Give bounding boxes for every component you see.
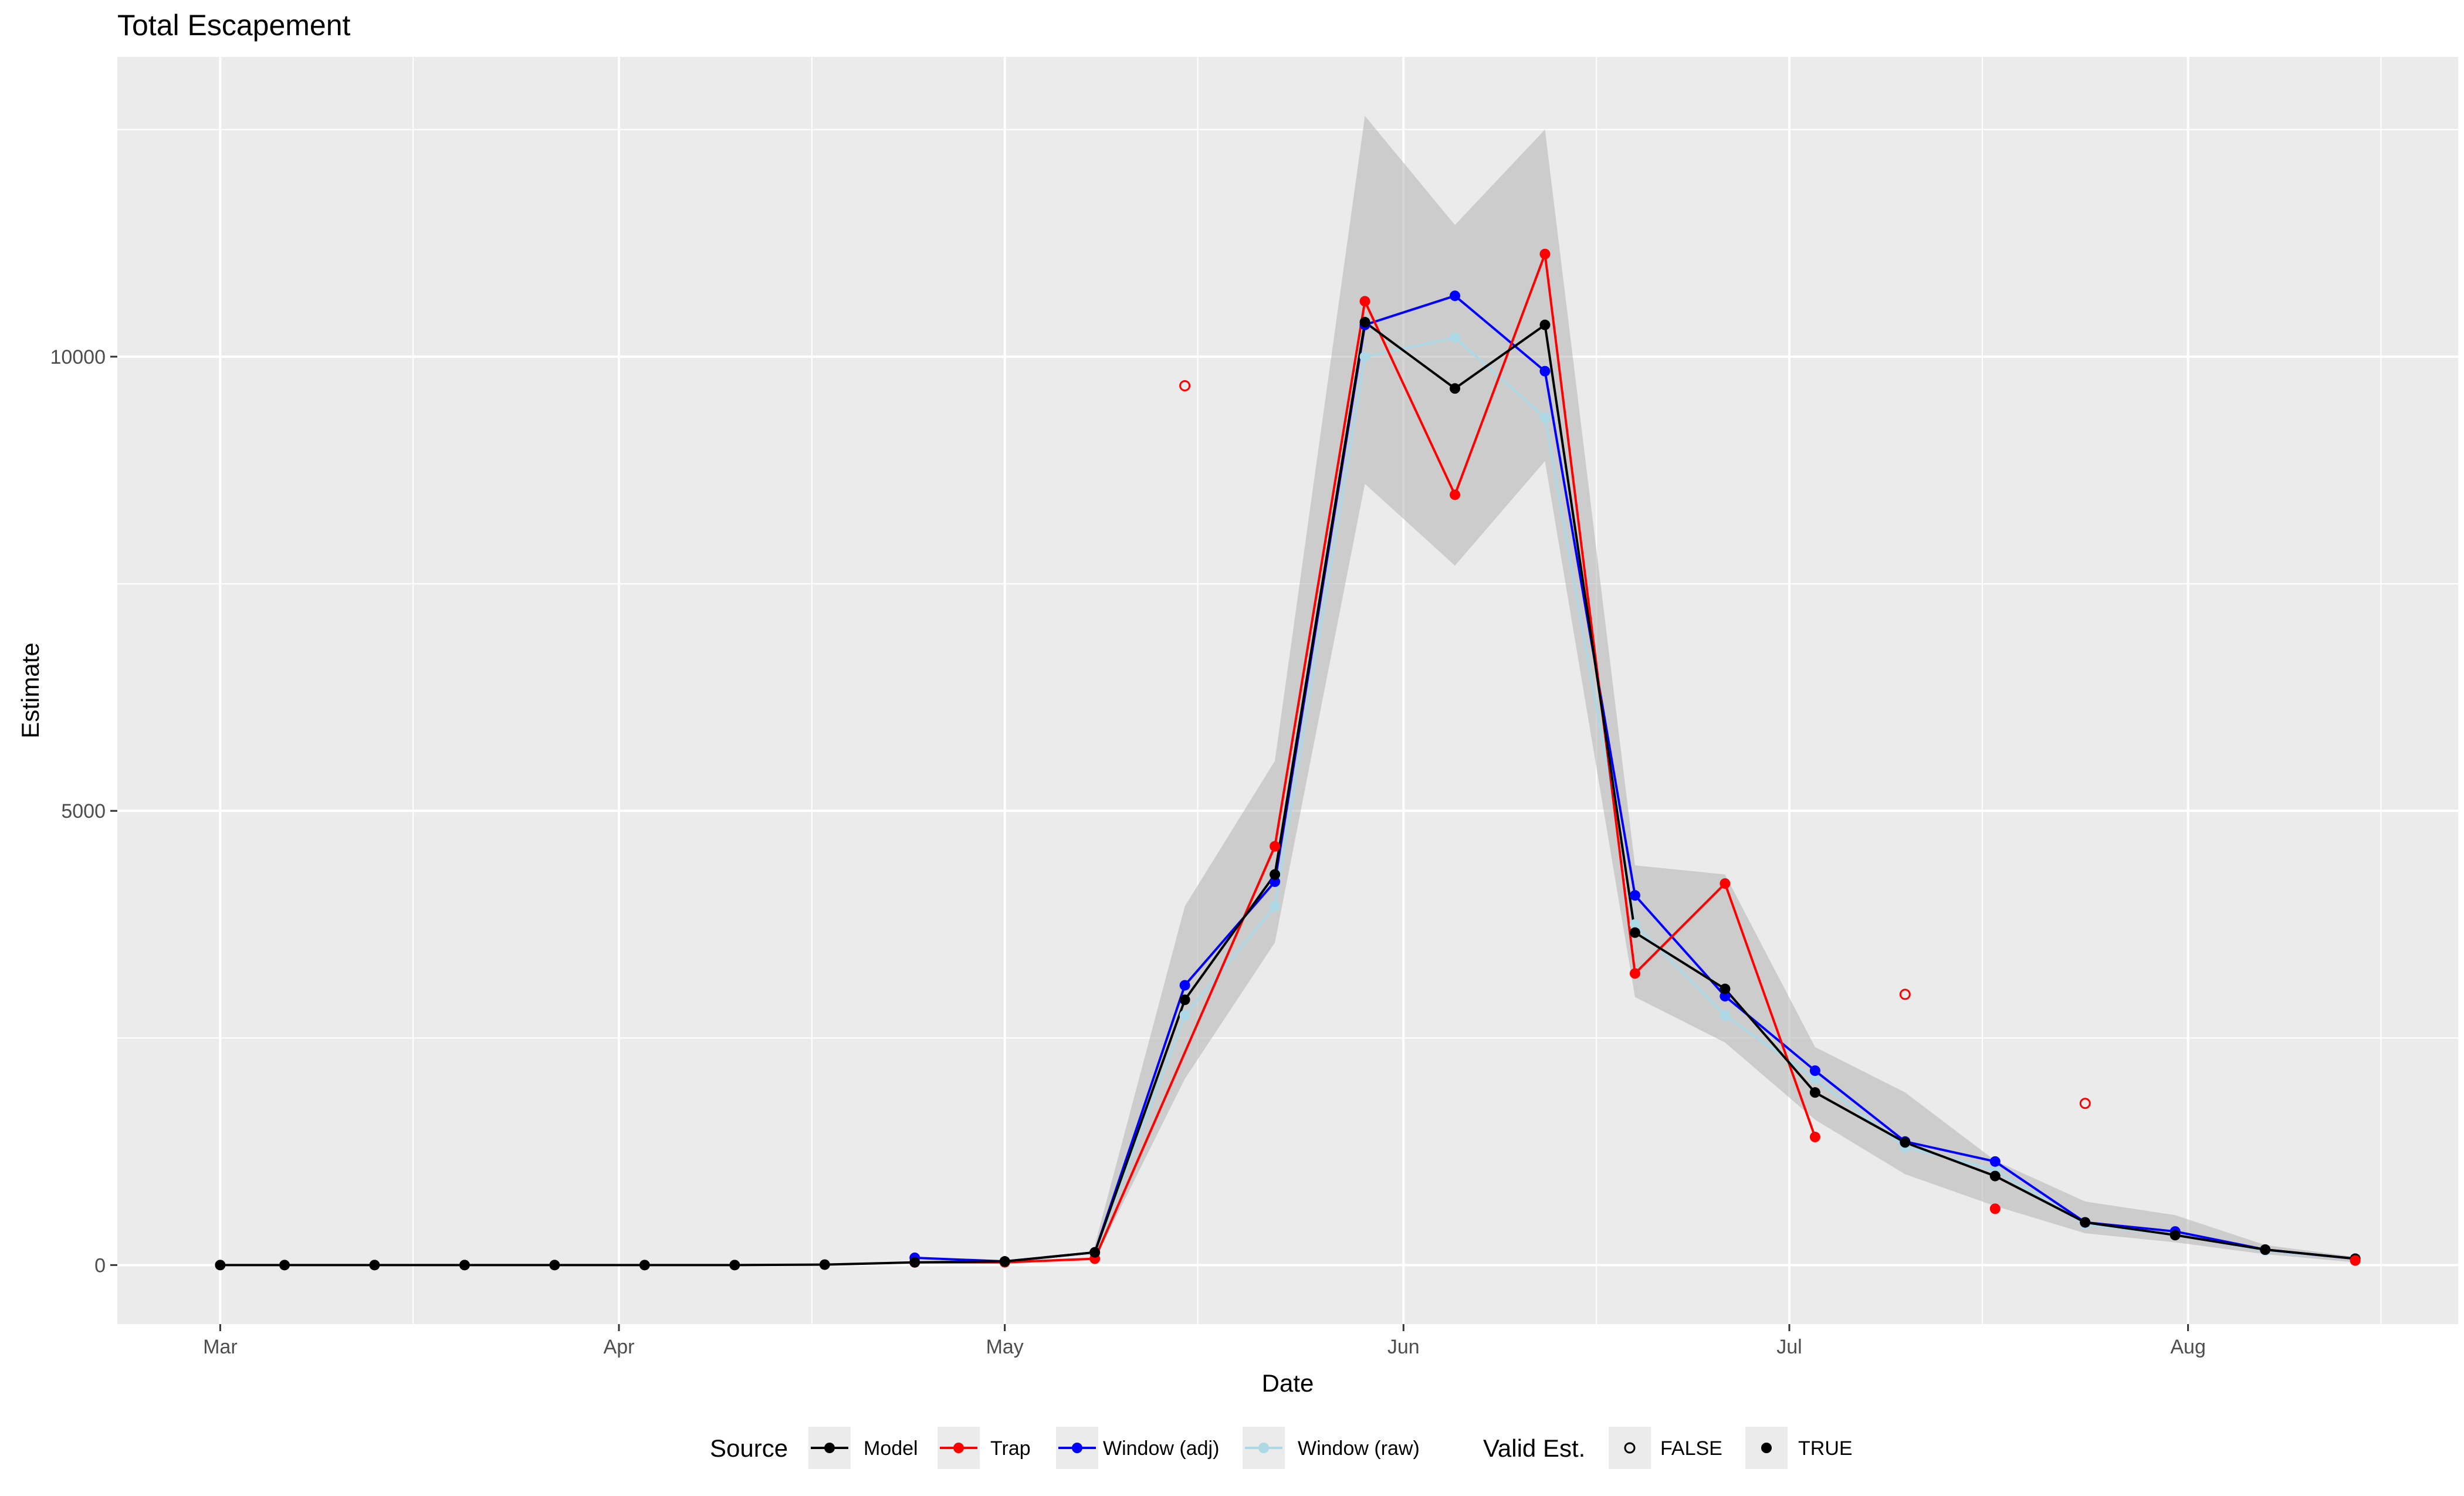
x-tick-label: Apr	[604, 1336, 635, 1358]
model-point	[639, 1260, 650, 1271]
confidence-ribbon-layer	[1095, 116, 2355, 1263]
legend-title: Valid Est.	[1483, 1434, 1585, 1462]
window-adj-point	[1809, 1065, 1820, 1076]
window-adj-point	[1179, 980, 1190, 991]
legend-label: TRUE	[1798, 1437, 1853, 1460]
model-point	[1809, 1087, 1820, 1098]
window-raw-point	[1179, 1010, 1190, 1021]
trap-point	[1629, 968, 1640, 979]
series-points-layer	[215, 249, 2361, 1271]
model-point	[1989, 1170, 2001, 1182]
model-point	[279, 1260, 290, 1271]
model-point	[549, 1260, 560, 1271]
x-axis-label: Date	[1262, 1369, 1314, 1397]
window-raw-point	[1539, 412, 1551, 423]
window-raw-point	[1720, 1010, 1731, 1021]
window-raw-legend-point	[1258, 1443, 1269, 1453]
window-raw-point	[1270, 901, 1281, 912]
window-adj-point	[1539, 365, 1551, 377]
invalid-legend-point	[1624, 1442, 1636, 1454]
trap-point	[2350, 1255, 2361, 1266]
trap-point	[1359, 296, 1370, 307]
model-point	[2260, 1244, 2271, 1255]
invalid-legend-key	[1609, 1427, 1651, 1469]
model-point	[215, 1260, 226, 1271]
model-point	[369, 1260, 380, 1271]
model-point	[909, 1257, 920, 1268]
model-point	[459, 1260, 470, 1271]
model-point	[1179, 994, 1190, 1006]
legend-label: Trap	[990, 1437, 1031, 1460]
x-axis: Mar Apr May Jun Jul Aug	[203, 1324, 2206, 1358]
legend-label: Model	[864, 1437, 918, 1460]
y-axis: 0 5000 10000	[50, 346, 117, 1277]
trap-invalid-point	[1179, 380, 1191, 392]
x-tick-label: Mar	[203, 1336, 238, 1358]
legend-label: FALSE	[1660, 1437, 1722, 1460]
model-point	[1539, 319, 1551, 330]
trap-point	[1989, 1203, 2001, 1214]
window-adj-point	[1450, 290, 1460, 302]
x-tick-label: May	[986, 1336, 1024, 1358]
legend: Source Model Trap Window (adj) Window (raw) V…	[710, 1427, 1853, 1469]
trap-point	[1539, 249, 1551, 259]
model-point	[1900, 1137, 1911, 1148]
trap-point	[1720, 878, 1731, 889]
model-point	[1450, 383, 1460, 394]
trap-point	[1270, 841, 1281, 852]
model-point	[1359, 317, 1370, 328]
y-axis-label: Estimate	[16, 642, 44, 738]
model-point	[1089, 1247, 1101, 1258]
window-raw-point	[1629, 919, 1640, 930]
model-point	[1270, 869, 1281, 880]
trap-legend-point	[953, 1443, 964, 1453]
window-raw-point	[1359, 351, 1370, 362]
window-raw-point	[1450, 332, 1460, 343]
x-tick-label: Aug	[2170, 1336, 2206, 1358]
window-raw-point	[1809, 1073, 1820, 1084]
confidence-ribbon	[1095, 116, 2355, 1263]
x-tick-label: Jun	[1387, 1336, 1420, 1358]
y-tick-label: 5000	[61, 800, 106, 823]
model-point	[2080, 1217, 2091, 1228]
legend-label: Window (raw)	[1298, 1437, 1420, 1460]
trap-invalid-point	[2079, 1098, 2091, 1109]
y-tick-label: 10000	[50, 346, 106, 368]
model-legend-point	[824, 1443, 835, 1453]
trap-point	[1809, 1132, 1820, 1143]
valid-legend-point	[1761, 1443, 1772, 1453]
window-adj-point	[1720, 991, 1731, 1002]
trap-line	[915, 253, 1816, 1264]
model-point	[729, 1260, 740, 1271]
trap-point	[1450, 489, 1460, 500]
model-point	[819, 1259, 830, 1270]
model-point	[1720, 983, 1731, 994]
window-adj-point	[1270, 876, 1281, 887]
window-adj-point	[1989, 1156, 2001, 1167]
legend-title: Source	[710, 1434, 788, 1462]
y-tick-label: 0	[94, 1254, 106, 1277]
legend-label: Window (adj)	[1103, 1437, 1219, 1460]
chart-title: Total Escapement	[117, 9, 351, 42]
model-point	[2169, 1230, 2181, 1241]
model-point	[999, 1256, 1010, 1267]
x-tick-label: Jul	[1776, 1336, 1802, 1358]
minor-gridlines	[117, 57, 2458, 1324]
model-point	[1629, 927, 1640, 938]
window-adj-legend-point	[1072, 1443, 1082, 1453]
window-adj-point	[1629, 890, 1640, 901]
trap-invalid-point	[1899, 989, 1911, 1000]
